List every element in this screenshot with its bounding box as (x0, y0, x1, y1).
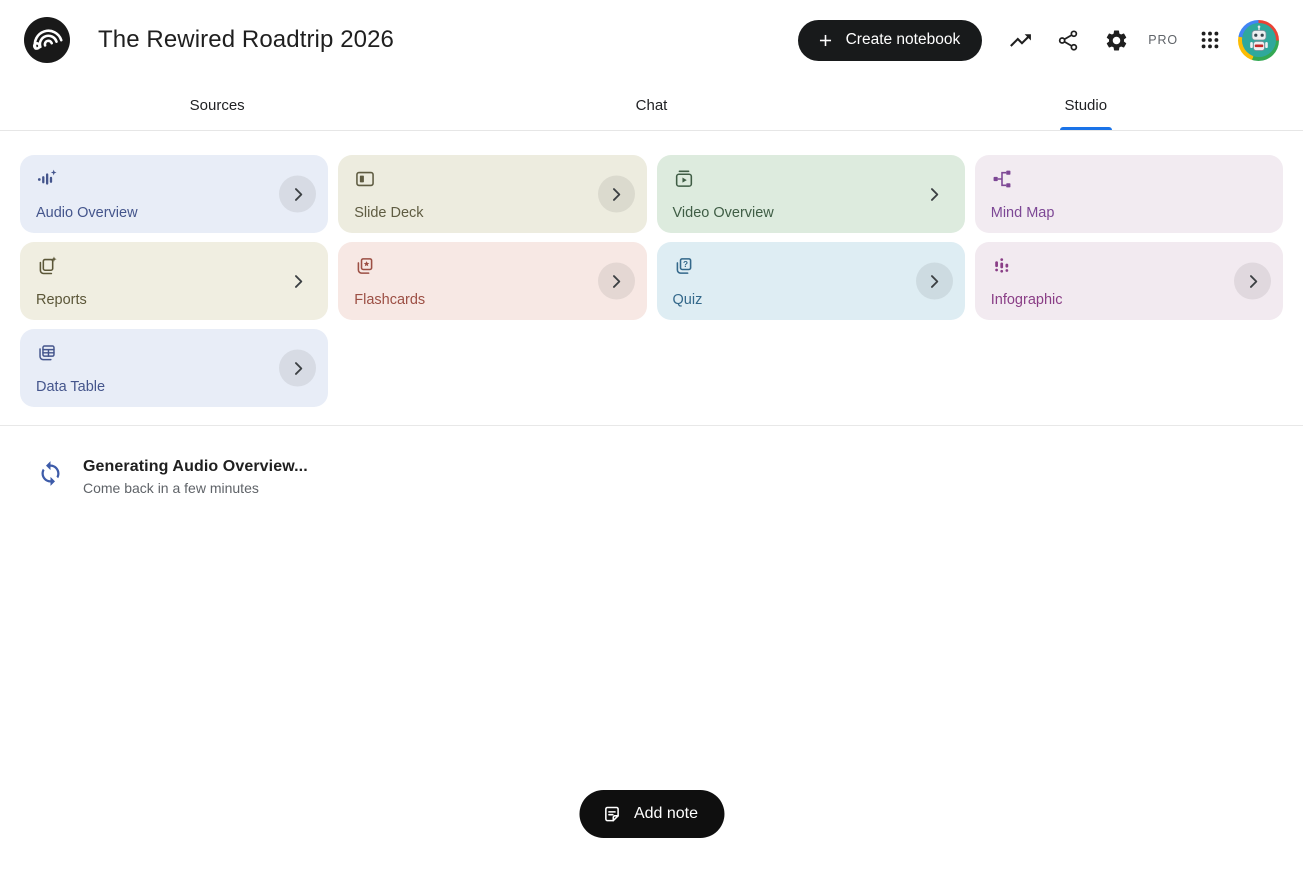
card-data-table[interactable]: Data Table (20, 329, 329, 407)
video-icon (673, 168, 695, 190)
slide-deck-icon (354, 168, 376, 190)
card-label: Audio Overview (36, 205, 138, 221)
card-label: Quiz (672, 292, 703, 308)
share-button[interactable] (1048, 20, 1088, 60)
trending-up-icon (1009, 33, 1031, 47)
card-infographic[interactable]: Infographic (974, 242, 1283, 320)
open-card-button[interactable] (279, 263, 316, 300)
active-tab-underline (1059, 127, 1112, 130)
generation-status-row: Generating Audio Overview... Come back i… (0, 426, 1303, 496)
open-card-button[interactable] (597, 262, 635, 300)
create-notebook-button[interactable]: Create notebook (797, 19, 983, 61)
tab-chat-label: Chat (635, 96, 668, 114)
plus-icon (819, 34, 831, 46)
chevron-right-icon (931, 274, 939, 288)
flashcards-icon (354, 255, 376, 277)
chevron-right-icon (613, 187, 621, 201)
open-card-button[interactable] (597, 175, 635, 213)
account-avatar[interactable] (1238, 19, 1279, 61)
add-note-label: Add note (633, 805, 699, 822)
chevron-right-icon (931, 187, 939, 201)
open-card-button[interactable] (1234, 262, 1271, 300)
data-table-icon (36, 342, 58, 364)
settings-button[interactable] (1096, 20, 1136, 60)
card-label: Mind Map (990, 205, 1055, 221)
header-actions: Create notebook PRO (797, 19, 1279, 61)
card-label: Infographic (990, 292, 1063, 308)
analytics-button[interactable] (1000, 20, 1040, 60)
gear-icon (1106, 30, 1126, 50)
add-note-container: Add note (578, 790, 725, 838)
infographic-icon (991, 255, 1013, 277)
open-card-button[interactable] (915, 262, 953, 300)
generation-status-text: Generating Audio Overview... Come back i… (83, 458, 308, 496)
share-icon (1058, 29, 1077, 51)
tab-sources[interactable]: Sources (0, 80, 434, 130)
chevron-right-icon (294, 361, 302, 375)
quiz-icon: ? (673, 255, 695, 277)
header: The Rewired Roadtrip 2026 Create noteboo… (0, 0, 1303, 80)
card-slide-deck[interactable]: Slide Deck (338, 155, 647, 233)
svg-text:?: ? (683, 260, 688, 269)
card-label: Reports (36, 292, 87, 308)
tab-sources-label: Sources (189, 96, 245, 114)
note-icon (604, 806, 619, 821)
pro-badge: PRO (1148, 33, 1178, 47)
add-note-button[interactable]: Add note (578, 790, 725, 838)
tab-studio[interactable]: Studio (869, 80, 1303, 130)
audio-waveform-icon (36, 168, 58, 190)
chevron-right-icon (613, 274, 621, 288)
section-divider (0, 425, 1303, 426)
card-quiz[interactable]: ? Quiz (656, 242, 965, 320)
reports-icon (36, 255, 58, 277)
chevron-right-icon (294, 187, 302, 201)
card-label: Data Table (36, 379, 106, 395)
generation-status-subtitle: Come back in a few minutes (83, 480, 259, 496)
chevron-right-icon (1249, 274, 1257, 288)
mind-map-icon (991, 168, 1013, 190)
generation-status-title: Generating Audio Overview... (83, 458, 308, 475)
card-flashcards[interactable]: Flashcards (338, 242, 647, 320)
robot-avatar-image (1241, 23, 1276, 57)
open-card-button[interactable] (279, 175, 317, 213)
card-label: Slide Deck (354, 205, 424, 221)
card-mind-map[interactable]: Mind Map (974, 155, 1283, 233)
sync-icon (37, 460, 64, 492)
card-audio-overview[interactable]: Audio Overview (20, 155, 329, 233)
notebooklm-logo[interactable] (24, 17, 70, 63)
card-reports[interactable]: Reports (20, 242, 329, 320)
apps-grid-icon (1201, 31, 1219, 49)
card-label: Flashcards (354, 292, 426, 308)
page-title[interactable]: The Rewired Roadtrip 2026 (98, 26, 394, 53)
open-card-button[interactable] (279, 349, 317, 387)
card-label: Video Overview (672, 205, 774, 221)
chevron-right-icon (294, 274, 302, 288)
create-notebook-label: Create notebook (845, 31, 961, 48)
tabbar: Sources Chat Studio (0, 80, 1303, 131)
studio-cards-grid: Audio Overview Slide Deck Video Overview… (0, 131, 1303, 417)
tab-studio-label: Studio (1064, 96, 1108, 114)
open-card-button[interactable] (916, 176, 953, 213)
card-video-overview[interactable]: Video Overview (656, 155, 965, 233)
tab-chat[interactable]: Chat (434, 80, 868, 130)
apps-grid-button[interactable] (1190, 20, 1230, 60)
